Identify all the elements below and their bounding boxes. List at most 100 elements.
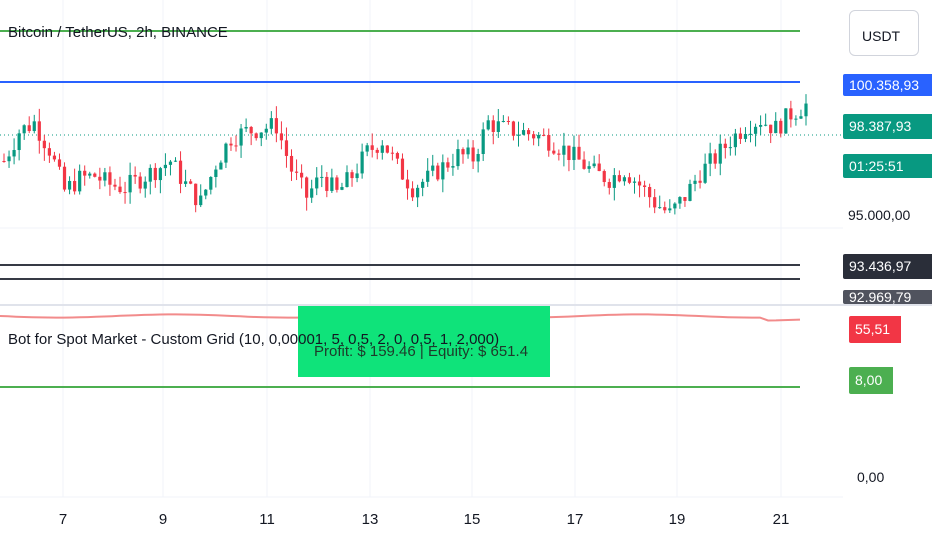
candle-body — [209, 177, 213, 190]
candle-body — [673, 203, 677, 209]
candle-body — [22, 125, 26, 134]
candle-body — [663, 207, 667, 211]
candle-body — [416, 187, 420, 198]
candle-body — [365, 145, 369, 152]
candle-body — [385, 145, 389, 153]
candle-body — [7, 156, 11, 162]
candle-body — [93, 173, 97, 177]
candle-body — [622, 177, 627, 182]
candle-body — [73, 180, 77, 192]
candle-body — [753, 126, 758, 134]
candle-body — [592, 163, 596, 167]
candle-body — [138, 176, 142, 189]
candle-body — [67, 180, 72, 190]
candle-body — [279, 133, 284, 141]
chart-gridlines — [0, 0, 932, 498]
candle-body — [410, 188, 415, 198]
candle-body — [83, 170, 87, 176]
candle-body — [617, 175, 621, 182]
candle-body — [27, 125, 31, 132]
candle-body — [688, 183, 692, 201]
candle-body — [219, 162, 223, 170]
candle-body — [340, 187, 344, 190]
candle-body — [199, 195, 203, 206]
candle-body — [224, 143, 228, 163]
last-price-badge: 98.387,93 — [843, 114, 932, 139]
candle-body — [229, 143, 233, 146]
candle-body — [693, 180, 697, 184]
candle-body — [532, 134, 536, 139]
candle-body — [103, 172, 107, 181]
candle-body — [431, 165, 435, 171]
candle-body — [572, 146, 576, 161]
candle-body — [733, 133, 737, 148]
symbol-title[interactable]: Bitcoin / TetherUS, 2h, BINANCE — [8, 24, 228, 41]
candle-body — [37, 121, 41, 141]
candle-body — [703, 163, 707, 183]
candle-body — [305, 177, 309, 198]
candle-body — [471, 147, 475, 162]
candle-body — [88, 173, 92, 176]
candle-body — [632, 181, 637, 183]
candle-body — [627, 177, 632, 183]
candle-body — [491, 120, 495, 132]
candle-body — [521, 130, 526, 135]
candle-body — [47, 148, 51, 156]
candle-body — [562, 145, 566, 155]
candle-body — [511, 121, 516, 136]
candle-body — [173, 160, 178, 162]
candle-body — [557, 153, 561, 155]
lowest-grid-price-badge: 92.969,79 — [843, 290, 932, 304]
candle-body — [748, 133, 753, 135]
candle-body — [547, 135, 551, 151]
candle-body — [234, 145, 238, 147]
candle-body — [299, 172, 304, 178]
lower-grid-price-badge: 93.436,97 — [843, 254, 932, 279]
rsi-value-badge: 55,51 — [849, 316, 901, 343]
candle-body — [426, 170, 430, 182]
candle-body — [728, 147, 732, 149]
candle-body — [743, 134, 748, 139]
candle-body — [400, 158, 405, 180]
indicator-title[interactable]: Bot for Spot Market - Custom Grid (10, 0… — [8, 331, 500, 348]
currency-button[interactable]: USDT — [849, 10, 919, 56]
candle-body — [597, 163, 601, 172]
candle-body — [759, 125, 763, 127]
candle-body — [244, 126, 248, 129]
candle-body — [708, 153, 712, 164]
candle-body — [451, 166, 455, 168]
candle-body — [542, 134, 546, 136]
candle-body — [17, 133, 21, 151]
candle-body — [395, 153, 400, 159]
candle-body — [320, 176, 324, 178]
candle-body — [345, 172, 349, 188]
candle-body — [637, 181, 642, 186]
candle-body — [310, 188, 314, 198]
candle-body — [239, 128, 243, 146]
candle-body — [441, 162, 445, 180]
candle-body — [789, 108, 793, 120]
candle-body — [269, 118, 273, 129]
candle-body — [779, 120, 783, 134]
candle-body — [183, 181, 188, 184]
candle-body — [764, 124, 768, 126]
candle-body — [678, 197, 682, 204]
candle-body — [52, 155, 57, 160]
time-axis-label: 11 — [259, 511, 275, 528]
candle-body — [294, 171, 299, 173]
time-axis-label: 13 — [361, 511, 379, 528]
candle-body — [178, 160, 183, 184]
time-axis-label: 21 — [772, 511, 790, 528]
candle-body — [421, 181, 425, 188]
candle-body — [587, 166, 591, 169]
candle-body — [57, 159, 62, 167]
candle-body — [163, 164, 168, 169]
candle-body — [42, 140, 46, 149]
candle-body — [148, 167, 152, 182]
candle-body — [718, 143, 722, 164]
candle-body — [380, 145, 384, 153]
candle-body — [577, 146, 581, 160]
candle-body — [713, 153, 717, 164]
candle-body — [360, 151, 364, 174]
